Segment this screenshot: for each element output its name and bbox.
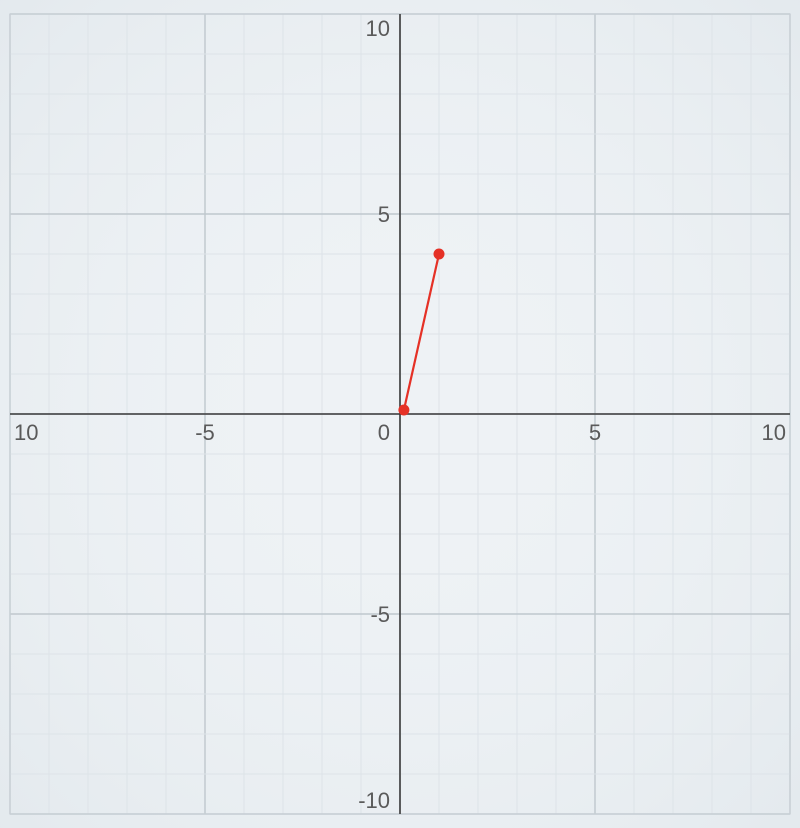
y-tick-label: -5 [370, 602, 390, 627]
x-tick-label: 10 [14, 420, 38, 445]
coordinate-plane-chart: 10 -5 0 5 10 10 5 -5 -10 [0, 0, 800, 828]
x-tick-label: 0 [378, 420, 390, 445]
y-tick-label: 5 [378, 202, 390, 227]
y-tick-label: -10 [358, 788, 390, 813]
series-point [398, 405, 409, 416]
x-tick-label: 10 [762, 420, 786, 445]
series-point [434, 249, 445, 260]
y-tick-label: 10 [366, 16, 390, 41]
x-tick-label: -5 [195, 420, 215, 445]
x-tick-label: 5 [589, 420, 601, 445]
